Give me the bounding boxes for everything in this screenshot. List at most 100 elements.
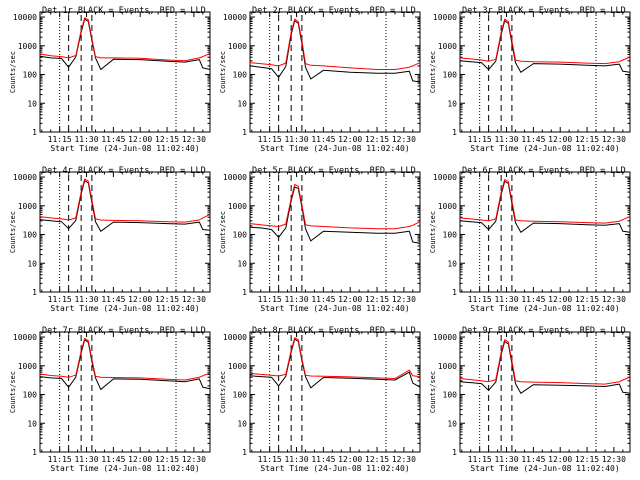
plot-frame bbox=[39, 331, 211, 453]
series-events-line bbox=[249, 20, 421, 83]
x-tick-label: 11:30 bbox=[494, 295, 518, 304]
y-tick-label: 100 bbox=[23, 71, 38, 80]
plot-frame bbox=[249, 331, 421, 453]
series-lld-line bbox=[39, 17, 211, 62]
x-tick-label: 12:30 bbox=[182, 295, 206, 304]
x-tick-label: 12:00 bbox=[338, 295, 362, 304]
x-tick-label: 11:45 bbox=[101, 135, 125, 144]
y-tick-label: 1 bbox=[242, 288, 247, 297]
chart-panel-2: 1 10 100 1000 10000 11:15 11:30 11:45 12:00 12:15… bbox=[219, 6, 421, 153]
y-tick-label: 100 bbox=[443, 391, 458, 400]
x-tick-label: 11:45 bbox=[521, 135, 545, 144]
x-tick-label: 12:30 bbox=[392, 295, 416, 304]
x-tick-label: 12:30 bbox=[602, 135, 626, 144]
y-tick-label: 100 bbox=[23, 391, 38, 400]
y-tick-label: 10 bbox=[237, 419, 247, 428]
plot-frame bbox=[249, 171, 421, 293]
chart-title: Det 9r BLACK = Events, RED = LLD bbox=[462, 326, 626, 336]
y-axis-label: Counts/sec bbox=[9, 51, 17, 93]
series-events-line bbox=[249, 338, 421, 389]
y-tick-label: 1 bbox=[452, 128, 457, 137]
x-tick-label: 11:15 bbox=[48, 135, 72, 144]
y-axis-label: Counts/sec bbox=[9, 211, 17, 253]
y-tick-label: 1 bbox=[32, 448, 37, 457]
chart-title: Det 5r BLACK = Events, RED = LLD bbox=[252, 166, 416, 176]
series-events-line bbox=[39, 18, 211, 70]
x-tick-label: 11:15 bbox=[468, 135, 492, 144]
y-tick-label: 100 bbox=[443, 231, 458, 240]
x-tick-label: 12:15 bbox=[365, 135, 389, 144]
y-axis-label: Counts/sec bbox=[219, 211, 227, 253]
y-tick-label: 10 bbox=[447, 99, 457, 108]
series-events-line bbox=[39, 339, 211, 390]
y-tick-label: 1000 bbox=[18, 42, 37, 51]
x-tick-label: 12:00 bbox=[128, 455, 152, 464]
x-tick-label: 11:45 bbox=[101, 455, 125, 464]
y-tick-label: 1 bbox=[32, 288, 37, 297]
x-tick-label: 12:30 bbox=[182, 455, 206, 464]
x-tick-label: 11:45 bbox=[521, 455, 545, 464]
series-lld-line bbox=[249, 184, 421, 230]
y-axis-label: Counts/sec bbox=[429, 371, 437, 413]
x-tick-label: 11:15 bbox=[468, 455, 492, 464]
x-tick-label: 11:45 bbox=[311, 295, 335, 304]
chart-panel-6: 1 10 100 1000 10000 11:15 11:30 11:45 12:00 12:15… bbox=[429, 166, 631, 313]
chart-title: Det 3r BLACK = Events, RED = LLD bbox=[462, 6, 626, 16]
x-tick-label: 12:00 bbox=[128, 135, 152, 144]
x-tick-label: 12:30 bbox=[392, 455, 416, 464]
y-axis-ticks bbox=[460, 176, 630, 293]
y-axis-label: Counts/sec bbox=[219, 51, 227, 93]
x-tick-label: 12:15 bbox=[365, 455, 389, 464]
chart-title: Det 6r BLACK = Events, RED = LLD bbox=[462, 166, 626, 176]
chart-panel-3: 1 10 100 1000 10000 11:15 11:30 11:45 12:00 12:15… bbox=[429, 6, 631, 153]
y-tick-label: 100 bbox=[23, 231, 38, 240]
y-tick-label: 1000 bbox=[228, 202, 247, 211]
y-tick-label: 100 bbox=[233, 71, 248, 80]
y-tick-label: 1 bbox=[452, 448, 457, 457]
x-tick-label: 11:45 bbox=[101, 295, 125, 304]
x-tick-label: 11:30 bbox=[494, 135, 518, 144]
x-axis-label: Start Time (24-Jun-08 11:02:40) bbox=[260, 464, 409, 473]
series-events-line bbox=[249, 186, 421, 244]
x-tick-label: 12:30 bbox=[182, 135, 206, 144]
x-axis-label: Start Time (24-Jun-08 11:02:40) bbox=[50, 144, 199, 153]
x-tick-label: 11:30 bbox=[74, 135, 98, 144]
y-tick-label: 1000 bbox=[438, 362, 457, 371]
y-tick-label: 1000 bbox=[438, 42, 457, 51]
y-tick-label: 10 bbox=[447, 259, 457, 268]
y-axis-ticks bbox=[460, 16, 630, 133]
x-tick-label: 11:15 bbox=[258, 135, 282, 144]
x-tick-label: 11:30 bbox=[284, 135, 308, 144]
y-tick-label: 1000 bbox=[18, 362, 37, 371]
chart-panel-9: 1 10 100 1000 10000 11:15 11:30 11:45 12:00 12:15… bbox=[429, 326, 631, 473]
y-tick-label: 1 bbox=[242, 448, 247, 457]
x-tick-label: 11:45 bbox=[521, 295, 545, 304]
x-tick-label: 12:30 bbox=[602, 455, 626, 464]
x-tick-label: 12:15 bbox=[155, 135, 179, 144]
x-axis-label: Start Time (24-Jun-08 11:02:40) bbox=[260, 144, 409, 153]
x-tick-label: 12:00 bbox=[338, 135, 362, 144]
x-tick-label: 11:15 bbox=[48, 295, 72, 304]
x-tick-label: 12:15 bbox=[155, 455, 179, 464]
chart-title: Det 4r BLACK = Events, RED = LLD bbox=[42, 166, 206, 176]
series-events-line bbox=[459, 180, 631, 233]
chart-panel-4: 1 10 100 1000 10000 11:15 11:30 11:45 12:00 12:15… bbox=[9, 166, 211, 313]
x-tick-label: 12:00 bbox=[548, 455, 572, 464]
x-tick-label: 11:15 bbox=[468, 295, 492, 304]
y-tick-label: 10000 bbox=[433, 173, 457, 182]
x-tick-label: 11:30 bbox=[284, 295, 308, 304]
y-tick-label: 10 bbox=[27, 419, 37, 428]
x-tick-label: 12:30 bbox=[392, 135, 416, 144]
chart-title: Det 2r BLACK = Events, RED = LLD bbox=[252, 6, 416, 16]
chart-panel-5: 1 10 100 1000 10000 11:15 11:30 11:45 12:00 12:15… bbox=[219, 166, 421, 313]
x-tick-label: 11:30 bbox=[74, 455, 98, 464]
x-tick-label: 11:15 bbox=[48, 455, 72, 464]
x-tick-label: 11:45 bbox=[311, 135, 335, 144]
y-axis-ticks bbox=[40, 176, 210, 293]
y-tick-label: 10 bbox=[27, 259, 37, 268]
series-lld-line bbox=[459, 339, 631, 385]
y-axis-ticks bbox=[250, 336, 420, 453]
x-tick-label: 12:15 bbox=[575, 295, 599, 304]
y-tick-label: 1000 bbox=[228, 42, 247, 51]
y-tick-label: 1000 bbox=[228, 362, 247, 371]
